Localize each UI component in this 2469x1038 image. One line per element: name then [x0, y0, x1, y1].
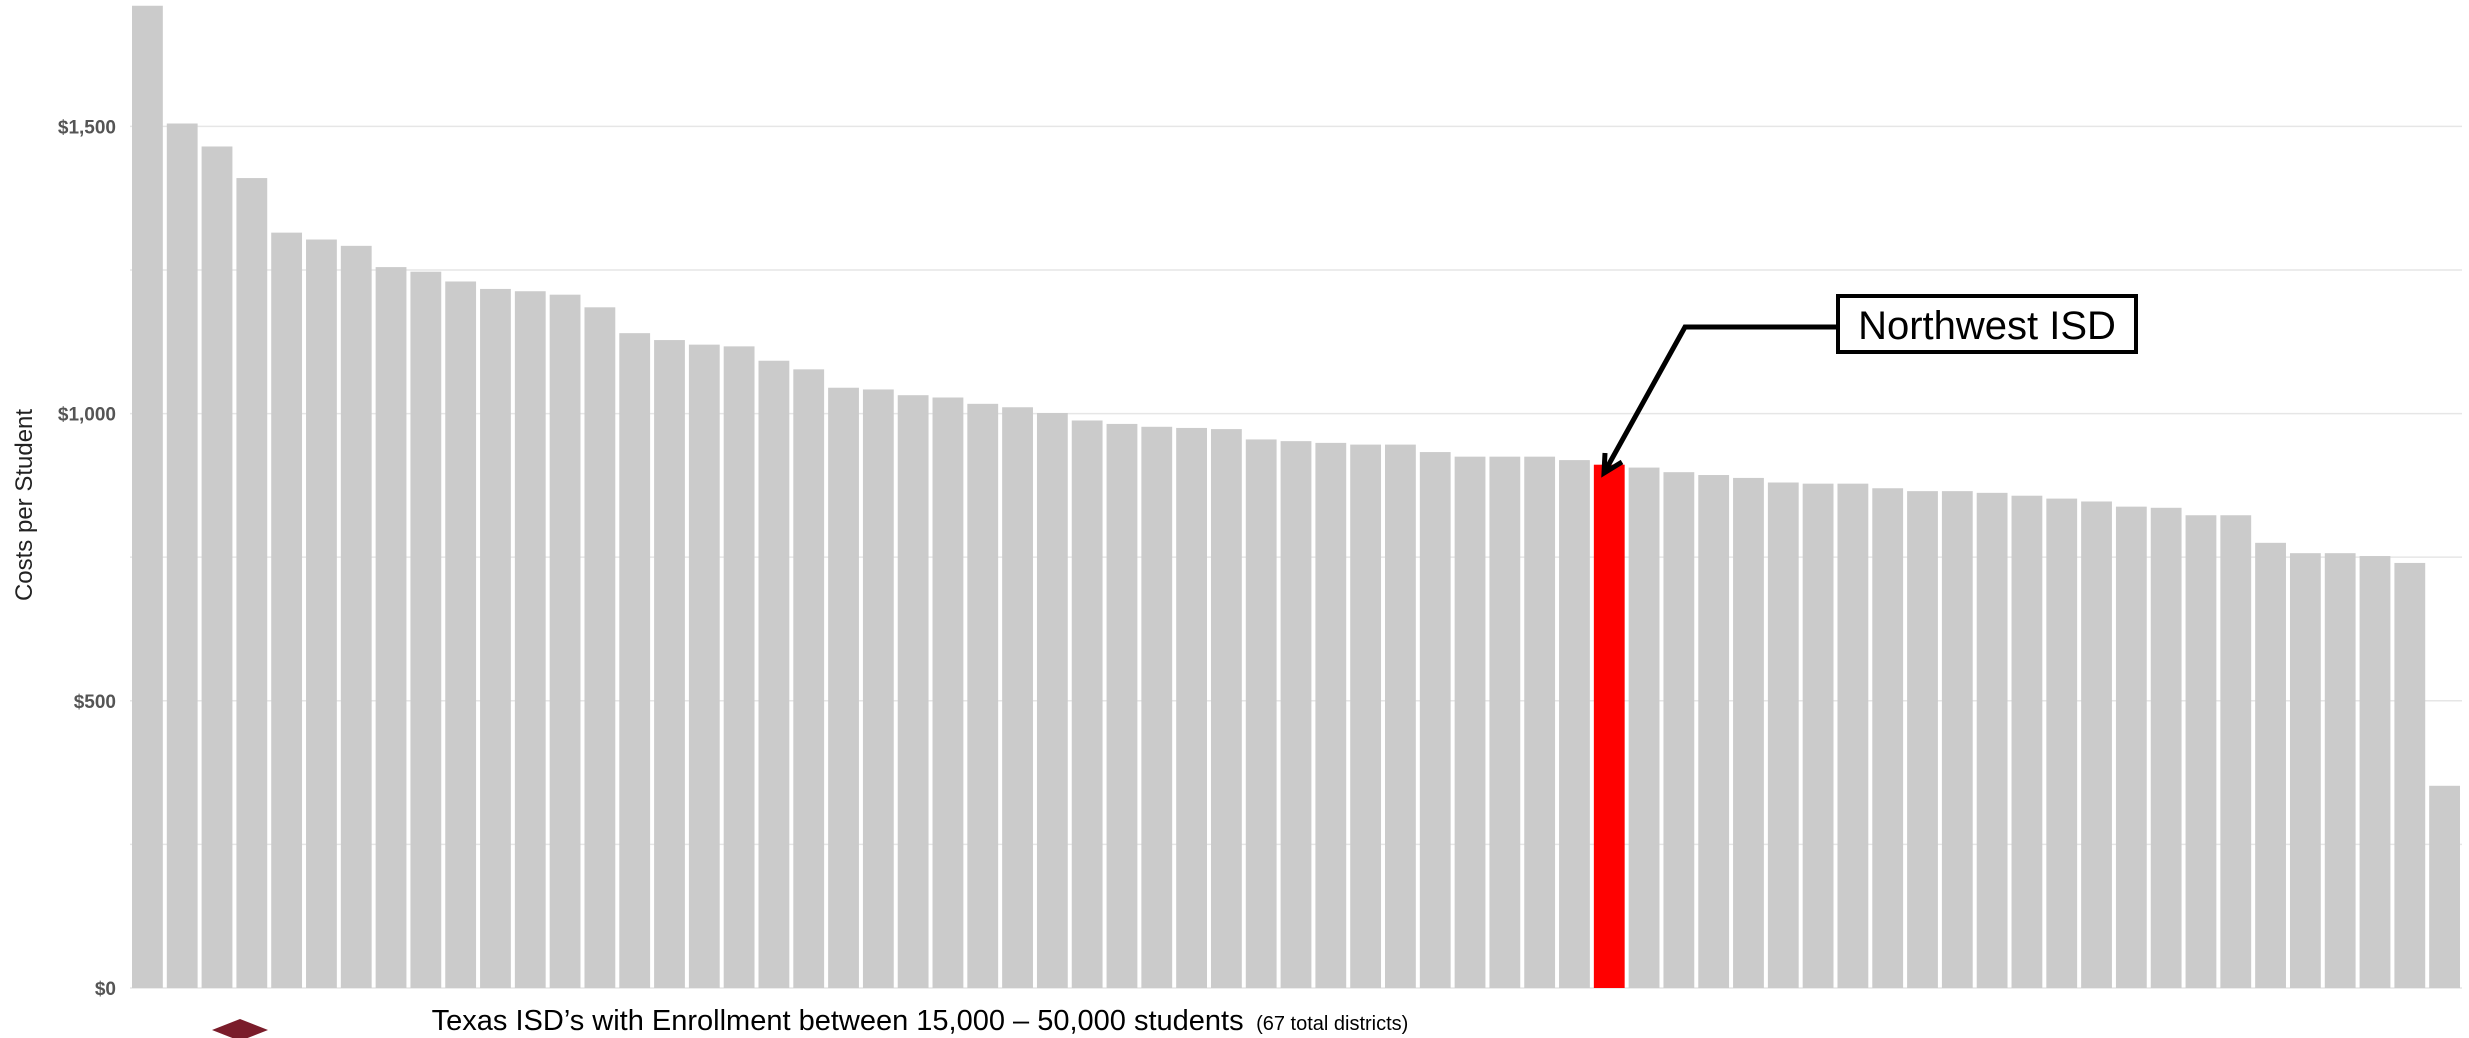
bars [132, 5, 2460, 989]
bar [1767, 482, 1799, 988]
y-axis-ticks: $0 $500 $1,000 $1,500 [58, 117, 116, 1000]
bar [166, 123, 198, 988]
bar [1837, 483, 1869, 988]
bar [584, 307, 616, 988]
bar [793, 369, 825, 989]
bar [340, 245, 372, 989]
bar [1698, 475, 1730, 988]
x-axis-label: Texas ISD’s with Enrollment between 15,0… [432, 1005, 1409, 1037]
bar [1802, 483, 1834, 988]
bar [132, 5, 163, 989]
bar [2150, 507, 2182, 988]
bar [1350, 444, 1382, 989]
annotation-box [1836, 294, 2138, 354]
bar [1628, 467, 1660, 989]
y-tick-label: $1,000 [58, 405, 116, 426]
bar [2429, 785, 2460, 988]
bar [723, 346, 755, 988]
bar [445, 281, 477, 989]
bar [1559, 460, 1590, 988]
bar [1941, 491, 1973, 988]
bar [1141, 426, 1173, 988]
bar [1106, 423, 1138, 988]
bar [375, 267, 407, 989]
bar [828, 387, 859, 989]
bar [1419, 452, 1451, 988]
graduation-cap-icon [212, 1019, 268, 1038]
bar [1176, 427, 1207, 988]
x-axis-label-main: Texas ISD’s with Enrollment between 15,0… [432, 1005, 1244, 1037]
y-tick-label: $1,500 [58, 117, 116, 138]
bar [1245, 439, 1277, 988]
bar [1733, 477, 1764, 988]
annotation-callout: Northwest ISD [1601, 294, 2138, 478]
bar [1280, 441, 1312, 988]
annotation-arrowhead [1601, 452, 1624, 478]
bar [758, 360, 790, 989]
bar [1071, 420, 1103, 989]
bar [2115, 506, 2147, 988]
bar [1663, 472, 1695, 988]
bar [1454, 456, 1486, 988]
bar [1489, 456, 1521, 988]
bar [2255, 542, 2286, 988]
bar [1036, 413, 1068, 988]
bar-highlighted [1593, 464, 1625, 988]
bar [514, 291, 546, 989]
y-tick-label: $0 [95, 979, 116, 1000]
bar [1872, 488, 1904, 988]
y-tick-label: $500 [74, 692, 116, 713]
bar [1385, 444, 1416, 989]
bar [410, 271, 442, 988]
bar [862, 389, 894, 989]
bar [306, 239, 337, 988]
y-axis-label: Costs per Student [11, 409, 38, 601]
bar [619, 333, 651, 988]
bar [2289, 553, 2321, 988]
bar [688, 344, 720, 988]
bar [236, 178, 268, 988]
bar [1315, 442, 1347, 988]
bar [2185, 515, 2217, 988]
bar [654, 340, 685, 988]
bar [549, 294, 581, 988]
annotation-arrow [1601, 324, 1838, 475]
bar [1210, 429, 1242, 989]
bar [897, 395, 929, 988]
bar [2324, 553, 2356, 988]
bar [1524, 456, 1556, 988]
bar [1976, 492, 2008, 988]
bar [932, 397, 964, 988]
bar [1002, 407, 1033, 988]
bar [1907, 491, 1938, 988]
bar [2011, 495, 2043, 988]
bar [2220, 515, 2252, 988]
bar [201, 146, 233, 989]
bar [2081, 501, 2112, 988]
annotation-label: Northwest ISD [1858, 304, 2116, 348]
bar [2394, 562, 2426, 988]
x-axis-label-sub: (67 total districts) [1256, 1013, 1408, 1035]
bar [2046, 498, 2078, 988]
bar [480, 288, 511, 988]
bar [2359, 556, 2391, 988]
bar [271, 232, 303, 988]
bar [967, 403, 999, 988]
